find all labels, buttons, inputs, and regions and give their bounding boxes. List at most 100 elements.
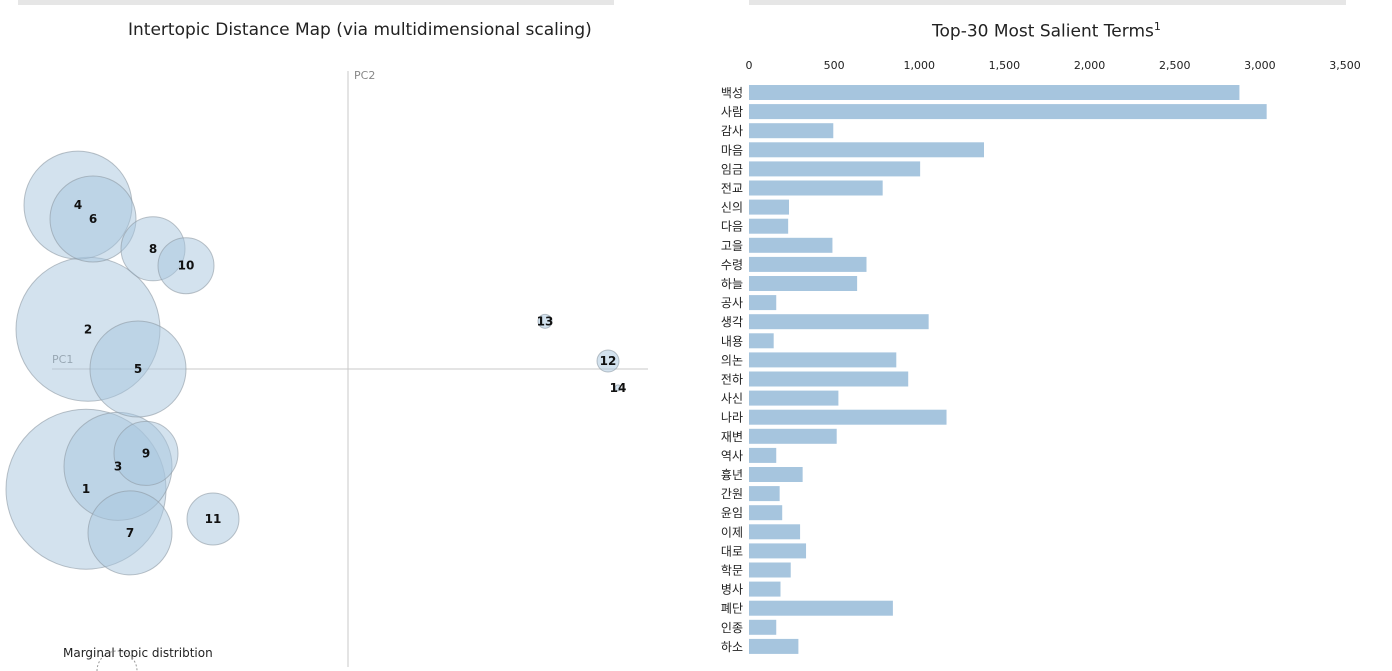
term-label[interactable]: 임금 bbox=[721, 162, 743, 176]
term-bar[interactable] bbox=[749, 486, 780, 502]
term-bar[interactable] bbox=[749, 142, 984, 158]
term-bar[interactable] bbox=[749, 180, 883, 196]
topic-bubble-6[interactable] bbox=[49, 175, 137, 263]
x-tick-label: 1,000 bbox=[904, 59, 936, 72]
term-bar[interactable] bbox=[749, 638, 799, 654]
term-label[interactable]: 사람 bbox=[721, 105, 743, 119]
term-bar[interactable] bbox=[749, 123, 834, 139]
term-label[interactable]: 고을 bbox=[721, 239, 743, 253]
term-bar[interactable] bbox=[749, 600, 893, 616]
topic-bubble-7[interactable] bbox=[87, 490, 173, 576]
term-label[interactable]: 마음 bbox=[721, 143, 743, 157]
x-tick-label: 0 bbox=[746, 59, 753, 72]
topic-label-11: 11 bbox=[205, 512, 222, 526]
term-label[interactable]: 이제 bbox=[721, 525, 743, 539]
x-tick-label: 3,500 bbox=[1329, 59, 1361, 72]
term-label[interactable]: 사신 bbox=[721, 392, 743, 406]
term-label[interactable]: 폐단 bbox=[721, 602, 743, 616]
term-bar[interactable] bbox=[749, 390, 839, 406]
x-tick-label: 500 bbox=[824, 59, 845, 72]
topic-label-13: 13 bbox=[537, 314, 554, 328]
term-bar[interactable] bbox=[749, 619, 777, 635]
term-label[interactable]: 전교 bbox=[721, 182, 743, 196]
term-bar[interactable] bbox=[749, 161, 921, 177]
term-label[interactable]: 생각 bbox=[721, 315, 743, 329]
pc2-axis-label: PC2 bbox=[354, 69, 375, 82]
topic-label-6: 6 bbox=[89, 212, 97, 226]
term-bar[interactable] bbox=[749, 237, 833, 253]
topic-bubble-11[interactable] bbox=[186, 492, 240, 546]
term-bar[interactable] bbox=[749, 562, 791, 578]
term-bar[interactable] bbox=[749, 256, 867, 272]
x-tick-label: 1,500 bbox=[989, 59, 1021, 72]
term-bar[interactable] bbox=[749, 352, 897, 368]
topic-label-1: 1 bbox=[82, 482, 90, 496]
topic-label-2: 2 bbox=[84, 322, 92, 336]
term-label[interactable]: 흉년 bbox=[721, 468, 743, 482]
term-bar[interactable] bbox=[749, 409, 947, 425]
intertopic-distance-map: PC1PC21234567891011121314 bbox=[5, 69, 648, 667]
topic-label-3: 3 bbox=[114, 459, 122, 473]
right-panel-top-bar bbox=[749, 0, 1346, 5]
term-bar[interactable] bbox=[749, 371, 909, 387]
topic-label-9: 9 bbox=[142, 446, 150, 460]
term-label[interactable]: 내용 bbox=[721, 334, 743, 348]
term-bar[interactable] bbox=[749, 447, 777, 463]
term-bar[interactable] bbox=[749, 85, 1240, 100]
term-label[interactable]: 학문 bbox=[721, 564, 743, 578]
term-bar[interactable] bbox=[749, 428, 837, 444]
term-bar[interactable] bbox=[749, 581, 781, 597]
term-label[interactable]: 하소 bbox=[721, 640, 743, 654]
term-label[interactable]: 하늘 bbox=[721, 277, 743, 291]
term-label[interactable]: 간원 bbox=[721, 487, 743, 501]
topic-label-8: 8 bbox=[149, 242, 157, 256]
salient-terms-footnote-marker: 1 bbox=[1153, 20, 1161, 33]
topic-label-12: 12 bbox=[600, 354, 617, 368]
term-bar[interactable] bbox=[749, 505, 783, 521]
topic-bubble-9[interactable] bbox=[113, 420, 179, 486]
term-label[interactable]: 나라 bbox=[721, 411, 743, 425]
term-bar[interactable] bbox=[749, 333, 774, 349]
term-bar[interactable] bbox=[749, 524, 801, 540]
topic-bubble-10[interactable] bbox=[157, 237, 215, 295]
term-bar[interactable] bbox=[749, 543, 807, 559]
term-label[interactable]: 대로 bbox=[721, 544, 743, 558]
topic-label-7: 7 bbox=[126, 526, 134, 540]
term-label[interactable]: 백성 bbox=[721, 86, 743, 100]
salient-terms-title: Top-30 Most Salient Terms1 bbox=[932, 20, 1161, 42]
term-bar[interactable] bbox=[749, 199, 790, 215]
term-label[interactable]: 윤임 bbox=[721, 506, 743, 520]
topic-label-4: 4 bbox=[74, 198, 82, 212]
topic-bubble-12[interactable] bbox=[596, 349, 620, 373]
term-bar[interactable] bbox=[749, 276, 858, 291]
term-label[interactable]: 수령 bbox=[721, 258, 743, 272]
topic-bubble-5[interactable] bbox=[89, 320, 187, 418]
term-bar[interactable] bbox=[749, 314, 929, 330]
x-tick-label: 2,000 bbox=[1074, 59, 1106, 72]
topic-label-5: 5 bbox=[134, 362, 142, 376]
term-label[interactable]: 공사 bbox=[721, 296, 743, 310]
topic-label-14: 14 bbox=[610, 381, 627, 395]
term-label[interactable]: 병사 bbox=[721, 583, 743, 597]
marginal-topic-distribution-label: Marginal topic distribtion bbox=[63, 646, 213, 660]
term-label[interactable]: 역사 bbox=[721, 449, 743, 463]
x-tick-label: 3,000 bbox=[1244, 59, 1276, 72]
intertopic-map-title: Intertopic Distance Map (via multidimens… bbox=[128, 20, 592, 40]
term-bar[interactable] bbox=[749, 467, 803, 482]
term-bar[interactable] bbox=[749, 104, 1267, 120]
topic-label-10: 10 bbox=[178, 259, 195, 273]
term-label[interactable]: 신의 bbox=[721, 201, 743, 215]
left-panel-top-bar bbox=[18, 0, 614, 5]
term-bar[interactable] bbox=[749, 218, 789, 234]
term-label[interactable]: 전하 bbox=[721, 373, 743, 387]
term-bar[interactable] bbox=[749, 295, 777, 311]
topic-bubble-13[interactable] bbox=[537, 313, 553, 329]
term-label[interactable]: 감사 bbox=[721, 124, 743, 138]
term-label[interactable]: 인종 bbox=[721, 621, 743, 635]
salient-terms-bar-chart: 0 500 1,000 1,500 2,000 2,500 3,000 3,500 백성사람감사… bbox=[721, 59, 1361, 654]
term-label[interactable]: 다음 bbox=[721, 220, 743, 234]
topic-bubble-14[interactable] bbox=[614, 384, 622, 392]
term-label[interactable]: 의논 bbox=[721, 353, 743, 367]
term-label[interactable]: 재변 bbox=[721, 430, 743, 444]
